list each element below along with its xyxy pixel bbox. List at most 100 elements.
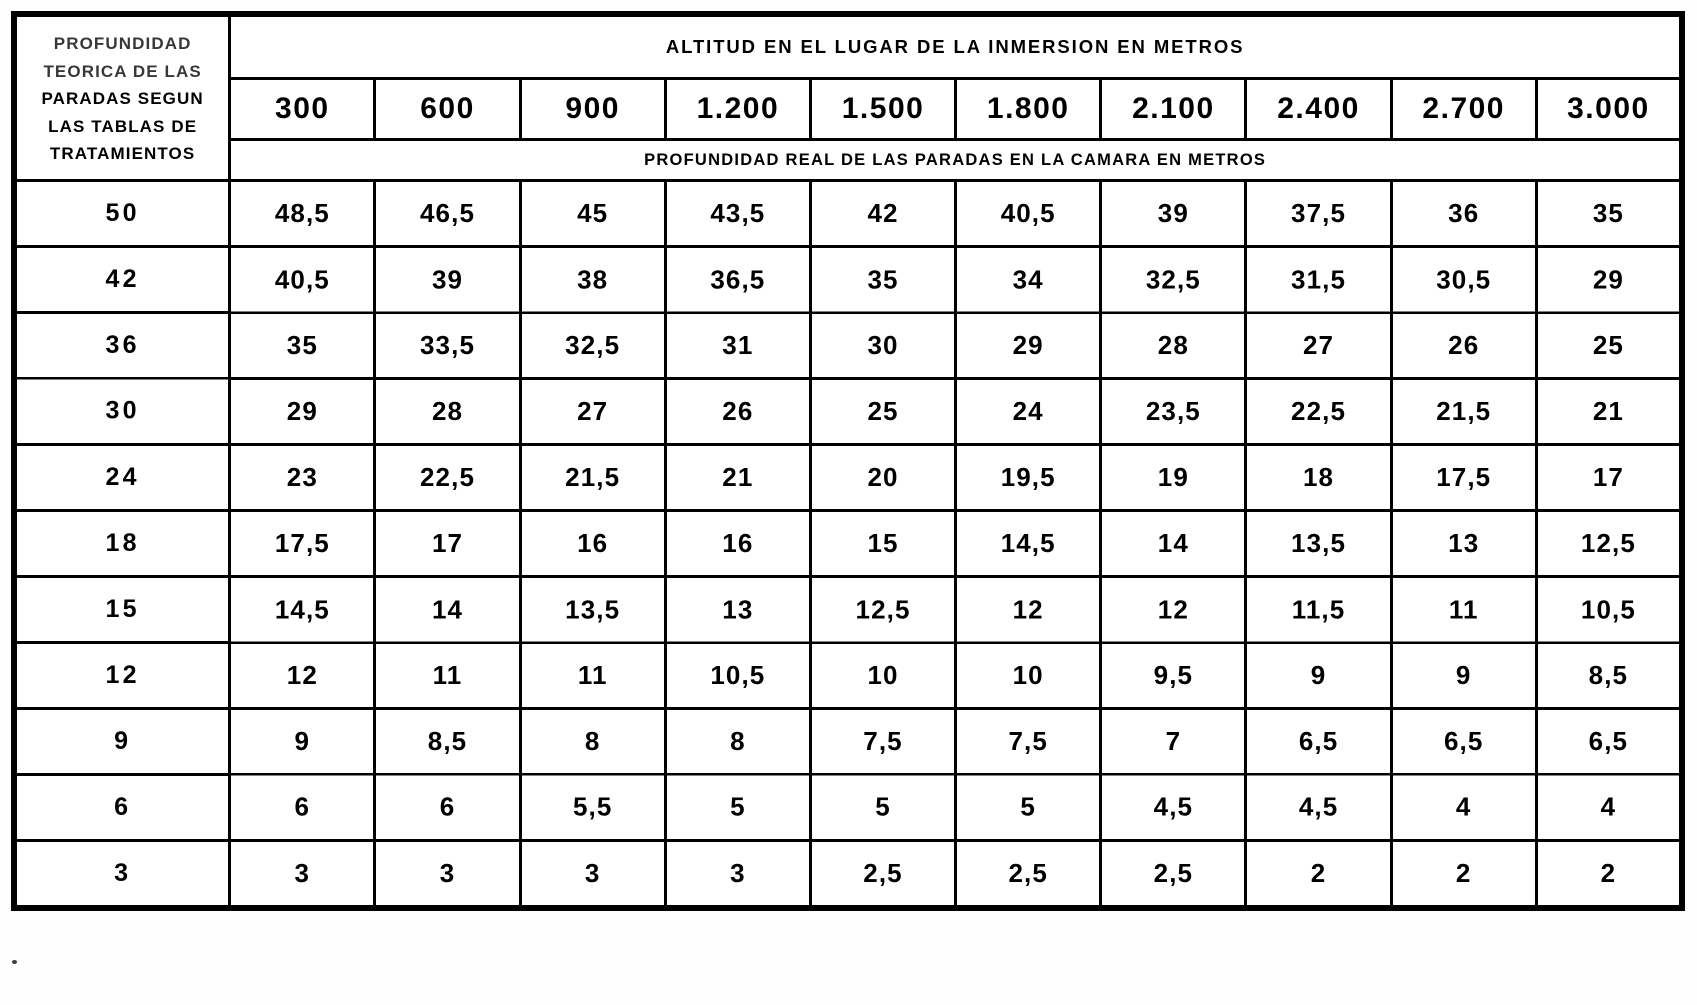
cell: 17 <box>373 509 522 578</box>
cell: 7 <box>1099 707 1248 776</box>
cell: 3 <box>373 839 522 909</box>
table-row: 50 48,5 46,5 45 43,5 42 40,5 39 37,5 36 … <box>12 179 1684 248</box>
cell: 4 <box>1534 772 1684 842</box>
cell: 35 <box>808 245 958 315</box>
table-body: 50 48,5 46,5 45 43,5 42 40,5 39 37,5 36 … <box>12 179 1684 909</box>
cell: 12 <box>1099 575 1248 645</box>
cell: 26 <box>1389 311 1538 380</box>
real-depth-banner: PROFUNDIDAD REAL DE LAS PARADAS EN LA CA… <box>228 138 1683 182</box>
row-stub: 12 <box>12 641 232 710</box>
cell: 27 <box>1244 311 1393 380</box>
cell: 33,5 <box>373 311 522 380</box>
cell: 8,5 <box>1534 641 1684 710</box>
stub-header-line-1: PROFUNDIDAD <box>53 34 192 54</box>
altitude-column-300: 300 <box>228 77 377 141</box>
cell: 2,5 <box>808 839 958 909</box>
row-stub: 15 <box>12 575 232 644</box>
table-row: 24 23 22,5 21,5 21 20 19,5 19 18 17,5 17 <box>12 443 1684 512</box>
cell: 2,5 <box>1099 839 1248 909</box>
row-stub: 42 <box>12 245 232 314</box>
cell: 3 <box>228 839 377 909</box>
row-stub: 36 <box>12 311 232 380</box>
cell: 25 <box>1534 311 1684 380</box>
cell: 10 <box>954 641 1103 710</box>
cell: 16 <box>663 509 812 578</box>
cell: 6,5 <box>1534 707 1684 776</box>
stub-header-line-5: TRATAMIENTOS <box>49 144 196 164</box>
cell: 36,5 <box>663 245 812 315</box>
header-row-real-depth: PROFUNDIDAD REAL DE LAS PARADAS EN LA CA… <box>15 138 1683 182</box>
cell: 11 <box>518 641 667 710</box>
cell: 9,5 <box>1099 641 1248 710</box>
cell: 10,5 <box>663 641 812 710</box>
altitude-column-2700: 2.700 <box>1389 77 1538 141</box>
cell: 25 <box>808 377 958 446</box>
cell: 12 <box>954 575 1103 645</box>
cell: 14 <box>1099 509 1248 578</box>
cell: 10,5 <box>1534 575 1684 645</box>
cell: 16 <box>518 509 667 578</box>
cell: 2,5 <box>954 839 1103 909</box>
cell: 11,5 <box>1244 575 1393 645</box>
cell: 28 <box>1099 311 1248 380</box>
cell: 8 <box>518 707 667 776</box>
altitude-column-2100: 2.100 <box>1099 77 1248 141</box>
cell: 6,5 <box>1244 707 1393 776</box>
cell: 39 <box>1099 179 1248 248</box>
cell: 27 <box>518 377 667 446</box>
cell: 15 <box>808 509 958 578</box>
table-row: 3 3 3 3 3 2,5 2,5 2,5 2 2 2 <box>12 839 1684 909</box>
cell: 10 <box>808 641 958 710</box>
stub-header-line-2: TEORICA DE LAS <box>43 61 202 81</box>
cell: 29 <box>954 311 1103 380</box>
cell: 6,5 <box>1389 707 1538 776</box>
cell: 30,5 <box>1389 245 1538 315</box>
cell: 7,5 <box>808 707 958 776</box>
cell: 13,5 <box>1244 509 1393 578</box>
cell: 5 <box>663 772 812 842</box>
cell: 21,5 <box>518 443 667 512</box>
cell: 6 <box>228 772 377 842</box>
cell: 14,5 <box>954 509 1103 578</box>
cell: 43,5 <box>663 179 812 248</box>
row-stub: 9 <box>12 707 232 776</box>
cell: 11 <box>373 641 522 710</box>
cell: 17,5 <box>228 509 377 578</box>
cell: 3 <box>518 839 667 909</box>
cell: 31,5 <box>1244 245 1393 315</box>
cell: 12,5 <box>1534 509 1684 578</box>
cell: 23 <box>228 443 377 512</box>
cell: 32,5 <box>1099 245 1248 315</box>
altitude-column-600: 600 <box>373 77 522 141</box>
cell: 45 <box>518 179 667 248</box>
cell: 35 <box>1534 179 1684 248</box>
cell: 3 <box>663 839 812 909</box>
table-row: 6 6 6 5,5 5 5 5 4,5 4,5 4 4 <box>12 772 1684 842</box>
cell: 39 <box>373 245 522 315</box>
cell: 19 <box>1099 443 1248 512</box>
cell: 13,5 <box>518 575 667 645</box>
cell: 11 <box>1389 575 1538 645</box>
table-row: 18 17,5 17 16 16 15 14,5 14 13,5 13 12,5 <box>12 509 1684 578</box>
row-stub: 30 <box>12 376 232 446</box>
cell: 5 <box>808 772 958 842</box>
row-stub: 6 <box>12 773 232 842</box>
cell: 18 <box>1244 443 1393 512</box>
cell: 8,5 <box>373 707 522 776</box>
cell: 5,5 <box>518 772 667 842</box>
cell: 30 <box>808 311 958 380</box>
altitude-column-1200: 1.200 <box>663 77 812 141</box>
table-row: 42 40,5 39 38 36,5 35 34 32,5 31,5 30,5 … <box>12 245 1684 315</box>
cell: 36 <box>1389 179 1538 248</box>
cell: 4,5 <box>1099 772 1248 842</box>
cell: 12,5 <box>808 575 958 645</box>
row-stub: 24 <box>12 443 232 512</box>
cell: 46,5 <box>373 179 522 248</box>
cell: 29 <box>228 377 377 446</box>
cell: 4,5 <box>1244 772 1393 842</box>
row-stub: 18 <box>12 509 232 578</box>
header-row-banner: PROFUNDIDAD TEORICA DE LAS PARADAS SEGUN… <box>12 13 1683 182</box>
cell: 8 <box>663 707 812 776</box>
altitude-column-3000: 3.000 <box>1534 77 1684 141</box>
table-row: 12 12 11 11 10,5 10 10 9,5 9 9 8,5 <box>12 641 1684 710</box>
